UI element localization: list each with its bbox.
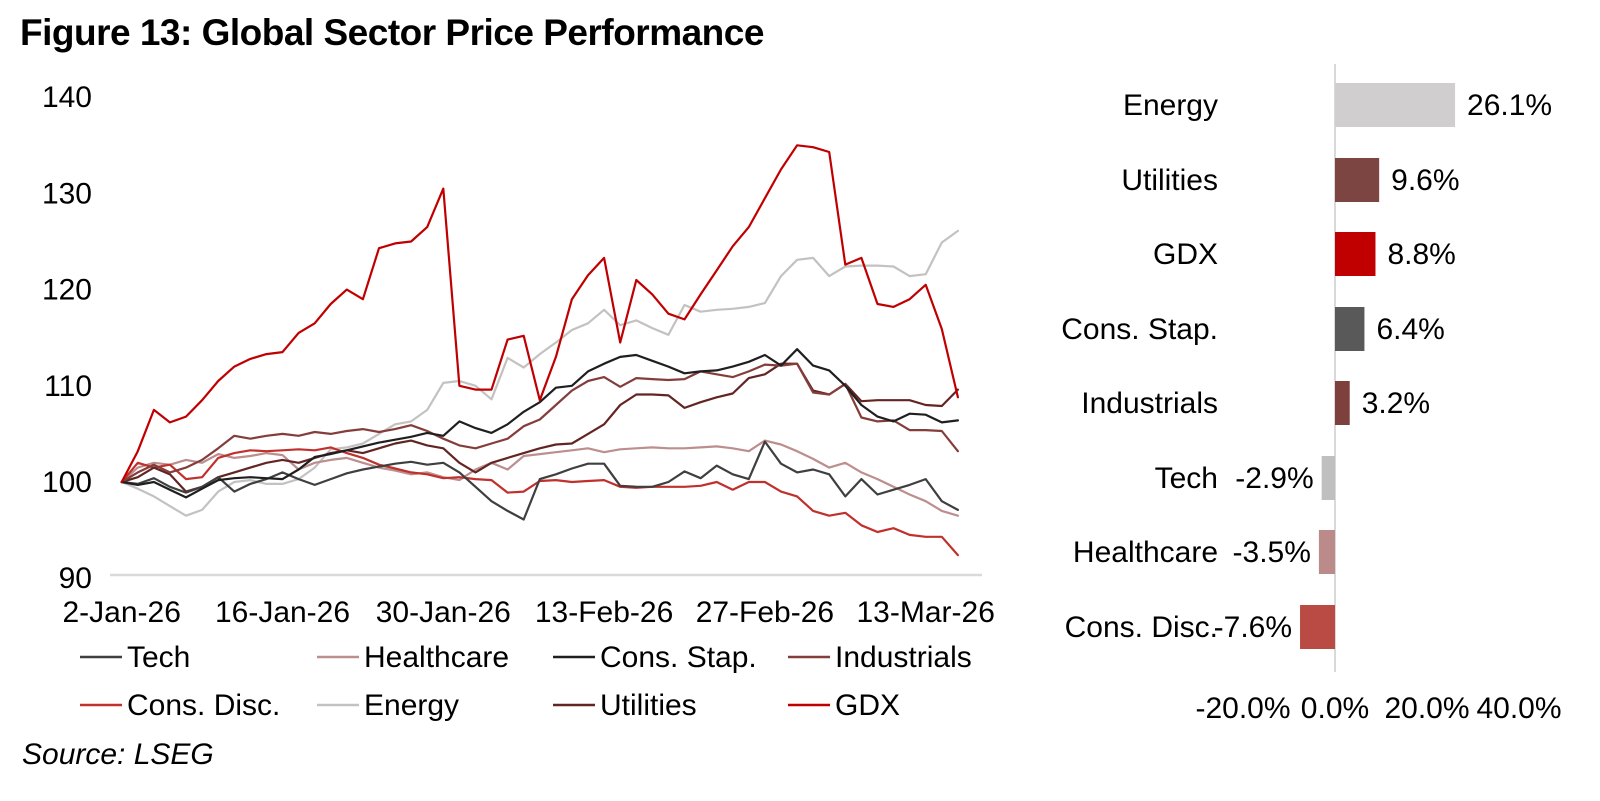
bar-category-label-energy: Energy bbox=[1123, 89, 1218, 122]
bar-category-label-cons-stap: Cons. Stap. bbox=[1061, 313, 1218, 346]
bar-value-label-industrials: 3.2% bbox=[1362, 387, 1430, 420]
x-axis-tick-label: 13-Mar-26 bbox=[857, 596, 995, 629]
bar-row-cons-stap: Cons. Stap. 6.4% bbox=[1061, 307, 1445, 351]
bar-value-label-tech: -2.9% bbox=[1235, 462, 1313, 495]
bar-category-label-cons-disc: Cons. Disc. bbox=[1065, 611, 1218, 644]
bar-value-label-healthcare: -3.5% bbox=[1233, 536, 1311, 569]
bar-value-label-cons-stap: 6.4% bbox=[1376, 313, 1444, 346]
series-line-energy bbox=[120, 229, 960, 517]
legend-item-energy: Energy bbox=[317, 689, 459, 722]
y-axis-tick-label: 110 bbox=[44, 370, 92, 403]
bar-row-cons-disc: Cons. Disc.-7.6% bbox=[1065, 605, 1335, 649]
bar-row-tech: Tech -2.9% bbox=[1155, 456, 1335, 500]
bar-row-utilities: Utilities 9.6% bbox=[1121, 158, 1460, 202]
legend-label-healthcare: Healthcare bbox=[364, 641, 509, 674]
bar-row-energy: Energy 26.1% bbox=[1123, 83, 1552, 127]
bar-cons-disc bbox=[1300, 605, 1335, 649]
series-line-industrials bbox=[120, 362, 960, 484]
bar-value-label-gdx: 8.8% bbox=[1387, 238, 1455, 271]
bar-value-label-utilities: 9.6% bbox=[1391, 164, 1459, 197]
bar-chart: Energy 26.1% Utilities 9.6% GDX 8.8% Cons. Sta… bbox=[1061, 64, 1562, 725]
series-line-healthcare bbox=[120, 439, 960, 517]
y-axis-tick-label: 90 bbox=[59, 562, 92, 595]
bar-healthcare bbox=[1318, 530, 1335, 574]
legend-label-gdx: GDX bbox=[835, 689, 900, 722]
series-line-cons-disc bbox=[120, 446, 960, 557]
x-axis-tick-label: 2-Jan-26 bbox=[62, 596, 180, 629]
legend-label-tech: Tech bbox=[127, 641, 190, 674]
bar-industrials bbox=[1335, 381, 1350, 425]
legend-label-utilities: Utilities bbox=[600, 689, 697, 722]
legend-item-tech: Tech bbox=[80, 641, 190, 674]
bar-category-label-utilities: Utilities bbox=[1121, 164, 1218, 197]
y-axis-tick-label: 120 bbox=[42, 274, 92, 307]
bar-cons-stap bbox=[1335, 307, 1365, 351]
x-axis-tick-label: 27-Feb-26 bbox=[696, 596, 834, 629]
legend-label-cons-disc: Cons. Disc. bbox=[127, 689, 280, 722]
x-axis-tick-label: 30-Jan-26 bbox=[376, 596, 511, 629]
bar-gdx bbox=[1335, 232, 1376, 276]
bar-category-label-tech: Tech bbox=[1155, 462, 1218, 495]
figure-title: Figure 13: Global Sector Price Performan… bbox=[20, 12, 764, 53]
legend-item-utilities: Utilities bbox=[553, 689, 697, 722]
bar-tech bbox=[1321, 456, 1335, 500]
bar-row-gdx: GDX 8.8% bbox=[1153, 232, 1456, 276]
line-chart: 140 130 120 110 100 902-Jan-26 16-Jan-26 30-Jan… bbox=[42, 81, 995, 722]
bar-utilities bbox=[1335, 158, 1380, 202]
legend-label-energy: Energy bbox=[364, 689, 459, 722]
legend-item-healthcare: Healthcare bbox=[317, 641, 509, 674]
bar-category-label-healthcare: Healthcare bbox=[1073, 536, 1218, 569]
bar-category-label-gdx: GDX bbox=[1153, 238, 1218, 271]
legend-item-cons-stap: Cons. Stap. bbox=[553, 641, 757, 674]
y-axis-tick-label: 140 bbox=[42, 81, 92, 114]
bar-x-tick-label: 20.0% bbox=[1384, 692, 1469, 725]
y-axis-tick-label: 100 bbox=[42, 466, 92, 499]
series-line-gdx bbox=[120, 144, 960, 484]
series-line-tech bbox=[120, 440, 960, 521]
x-axis-tick-label: 16-Jan-26 bbox=[215, 596, 350, 629]
legend-item-gdx: GDX bbox=[788, 689, 900, 722]
bar-row-industrials: Industrials 3.2% bbox=[1081, 381, 1430, 425]
series-line-utilities bbox=[120, 362, 960, 493]
bar-value-label-cons-disc: -7.6% bbox=[1214, 611, 1292, 644]
x-axis-tick-label: 13-Feb-26 bbox=[535, 596, 673, 629]
y-axis-tick-label: 130 bbox=[42, 177, 92, 210]
bar-x-tick-label: -20.0% bbox=[1195, 692, 1290, 725]
bar-category-label-industrials: Industrials bbox=[1081, 387, 1218, 420]
source-text: Source: LSEG bbox=[22, 738, 214, 771]
legend-label-industrials: Industrials bbox=[835, 641, 972, 674]
legend-item-cons-disc: Cons. Disc. bbox=[80, 689, 280, 722]
bar-x-tick-label: 40.0% bbox=[1476, 692, 1561, 725]
series-line-cons-stap bbox=[120, 348, 960, 499]
bar-value-label-energy: 26.1% bbox=[1467, 89, 1552, 122]
bar-energy bbox=[1335, 83, 1456, 127]
legend-item-industrials: Industrials bbox=[788, 641, 972, 674]
bar-row-healthcare: Healthcare -3.5% bbox=[1073, 530, 1335, 574]
legend-label-cons-stap: Cons. Stap. bbox=[600, 641, 757, 674]
bar-x-tick-label: 0.0% bbox=[1301, 692, 1369, 725]
